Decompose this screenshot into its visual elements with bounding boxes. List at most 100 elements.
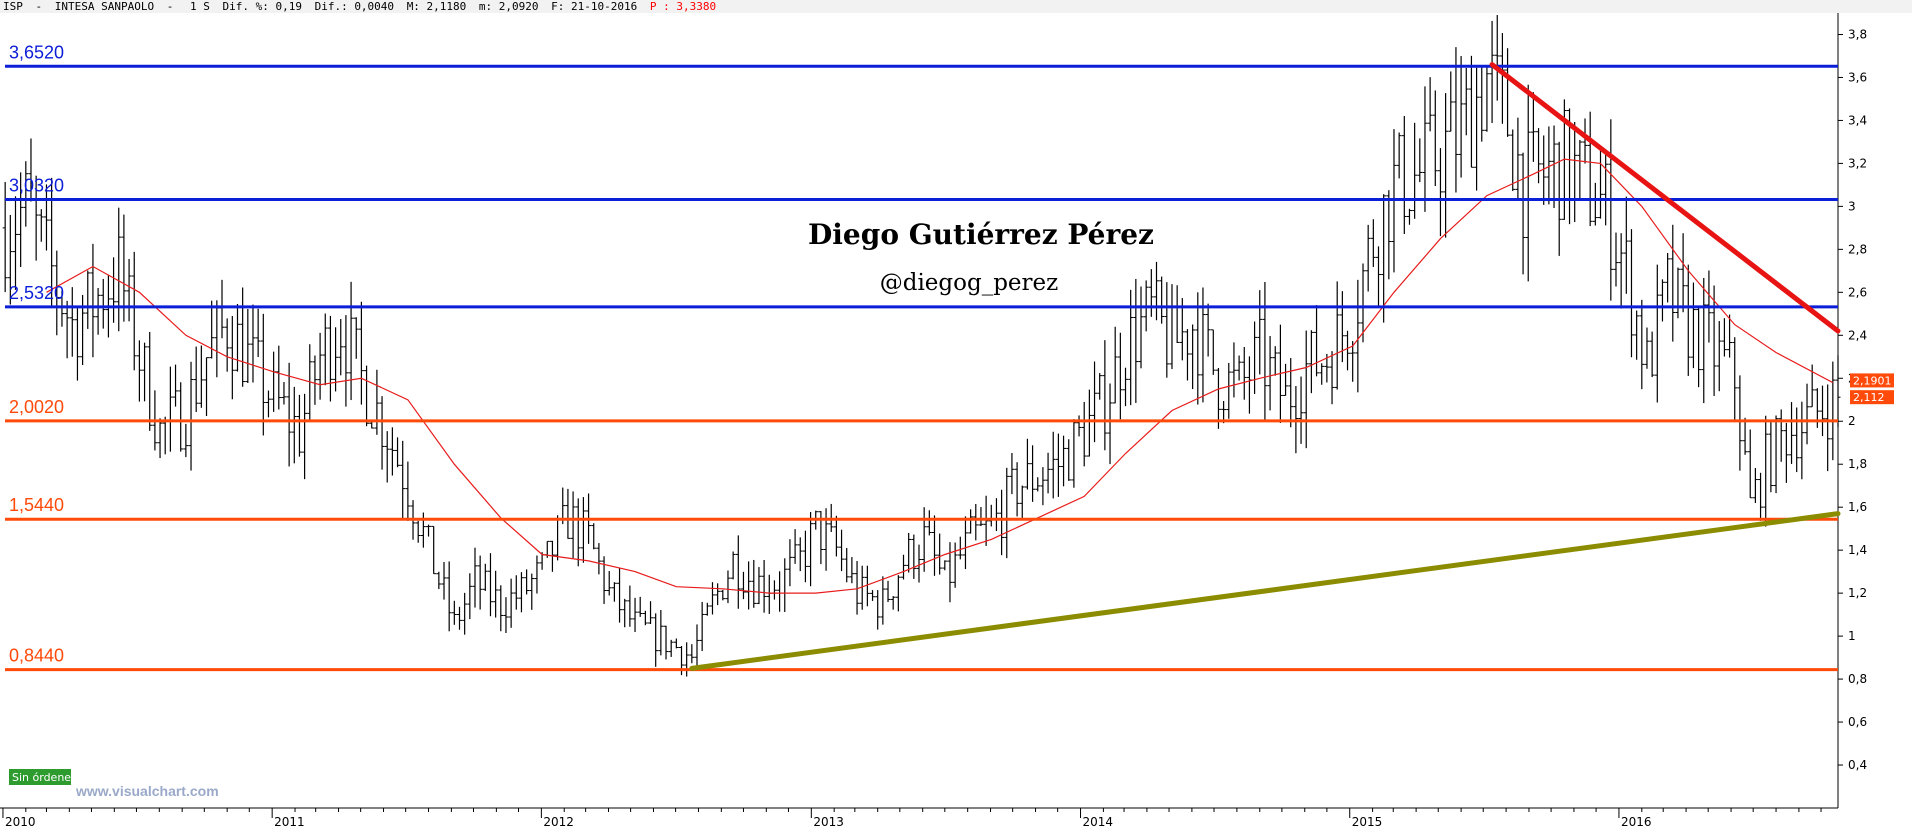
ohlc-bar: [895, 575, 901, 612]
ohlc-bar: [1164, 282, 1170, 378]
status-badge[interactable]: [9, 769, 71, 785]
y-tick-label: 3: [1848, 199, 1856, 213]
ohlc-bar: [472, 547, 478, 608]
ohlc-bar: [901, 554, 907, 580]
ohlc-bar: [864, 565, 870, 607]
ohlc-bar: [1241, 346, 1247, 400]
ohlc-bar: [358, 301, 364, 405]
ohlc-bar: [1546, 126, 1552, 205]
horizontal-levels: 3,6520 3,0320 2,5320 2,0020 1,5440 0,8440: [5, 42, 1838, 672]
ohlc-bar: [849, 557, 855, 584]
ohlc-bar: [1396, 132, 1402, 179]
header-min: m: 2,0920: [479, 0, 539, 13]
ohlc-bar: [911, 534, 917, 579]
ohlc-bar: [353, 317, 359, 359]
ohlc-bar: [1148, 269, 1154, 317]
ohlc-bar: [957, 536, 963, 560]
y-tick-label: 2,8: [1848, 242, 1867, 256]
ohlc-bar: [720, 589, 726, 601]
ohlc-bar: [317, 332, 323, 400]
ohlc-bar: [1061, 435, 1067, 487]
ohlc-bar: [23, 161, 29, 227]
x-tick-label: 2010: [5, 815, 36, 828]
ohlc-bar: [364, 365, 370, 427]
y-tick-label: 1,8: [1848, 457, 1867, 471]
ohlc-bar: [999, 489, 1005, 556]
ohlc-bar: [436, 571, 442, 590]
ohlc-bar: [1422, 86, 1428, 212]
level-label: 2,5320: [9, 283, 64, 303]
ohlc-bar: [1582, 118, 1588, 164]
price-box-label: 2,1901: [1853, 374, 1892, 387]
ohlc-bar: [1758, 472, 1764, 521]
ohlc-bar: [962, 516, 968, 570]
trendlines: [689, 62, 1841, 671]
ohlc-bar: [694, 624, 700, 671]
ohlc-bar: [493, 570, 499, 618]
ohlc-bar: [1324, 353, 1330, 383]
ohlc-bar: [1763, 415, 1769, 527]
ohlc-bar: [617, 567, 623, 623]
ohlc-bar: [162, 416, 168, 455]
ohlc-bar: [1200, 287, 1206, 403]
ohlc-bar: [348, 281, 354, 401]
ohlc-bar: [978, 507, 984, 527]
ohlc-bar: [426, 524, 432, 537]
ohlc-bar: [1076, 415, 1082, 437]
ohlc-bar: [1732, 337, 1738, 421]
ohlc-bar: [1102, 340, 1108, 451]
ohlc-bar: [1153, 261, 1159, 321]
ohlc-bar: [1711, 285, 1717, 396]
ohlc-bar: [1231, 342, 1237, 398]
ohlc-bar: [255, 308, 261, 357]
ohlc-bar: [291, 386, 297, 464]
ohlc-bar: [746, 561, 752, 610]
ohlc-bar: [792, 529, 798, 564]
ohlc-bar: [1071, 419, 1077, 488]
ohlc-bar: [513, 575, 519, 610]
status-badge-label: Sin órdenes: [12, 771, 77, 784]
ohlc-bar: [1659, 279, 1665, 322]
ohlc-bar: [1649, 331, 1655, 378]
ohlc-bar: [1004, 467, 1010, 559]
ohlc-bar: [906, 532, 912, 573]
ohlc-bar: [1257, 290, 1263, 375]
ohlc-bar: [1081, 401, 1087, 467]
ohlc-bar: [555, 515, 561, 561]
ohlc-bar: [1494, 14, 1500, 101]
ohlc-bar: [684, 642, 690, 677]
ohlc-bar: [1799, 401, 1805, 480]
ohlc-bar: [1505, 48, 1511, 137]
ohlc-bar: [1474, 67, 1480, 191]
ohlc-bar: [116, 207, 122, 332]
ohlc-bar: [302, 393, 308, 480]
ohlc-bar: [1298, 376, 1304, 444]
ohlc-bar: [1484, 67, 1490, 132]
ohlc-bar: [1613, 232, 1619, 287]
level-label: 2,0020: [9, 397, 64, 417]
ohlc-bar: [875, 590, 881, 630]
ohlc-bar: [260, 313, 266, 436]
header-name: INTESA SANPAOLO: [55, 0, 154, 13]
ohlc-bar: [1381, 194, 1387, 323]
ohlc-bar: [395, 437, 401, 468]
header-bar: [0, 0, 1912, 13]
ohlc-bar: [431, 525, 437, 575]
ohlc-bar: [1634, 310, 1640, 360]
ohlc-bar: [761, 560, 767, 613]
ohlc-bar: [870, 590, 876, 601]
ohlc-bar: [1603, 151, 1609, 226]
ohlc-bar: [188, 361, 194, 471]
ohlc-bar: [327, 315, 333, 402]
uptrend-line[interactable]: [689, 511, 1841, 671]
ohlc-bar: [111, 257, 117, 323]
ohlc-bar: [1303, 330, 1309, 449]
ohlc-bar: [756, 567, 762, 605]
downtrend-line[interactable]: [1489, 62, 1841, 334]
ohlc-bar: [1014, 462, 1020, 517]
header-text: ISP - INTESA SANPAOLO - 1 S Dif. %: 0,19…: [3, 0, 716, 13]
ohlc-bar: [1030, 445, 1036, 502]
ohlc-bar: [312, 355, 318, 405]
ohlc-bar: [916, 544, 922, 583]
ohlc-bar: [1752, 468, 1758, 503]
